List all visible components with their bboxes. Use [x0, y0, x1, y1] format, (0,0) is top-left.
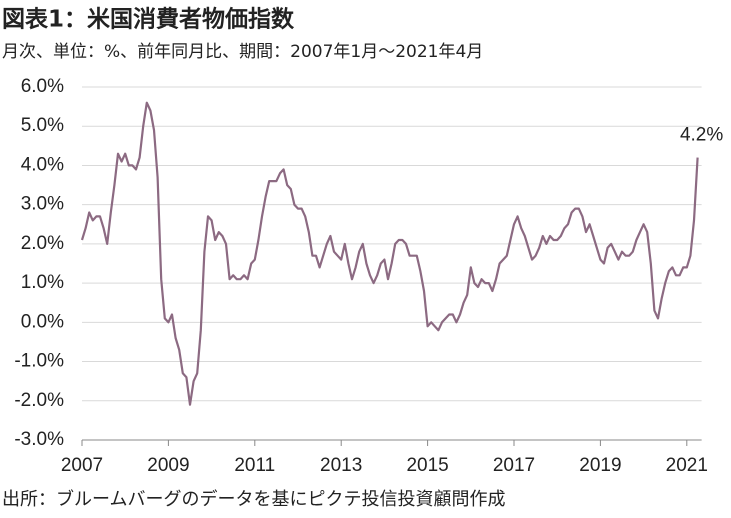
x-tick-label: 2007	[61, 455, 103, 476]
source-note: 出所：ブルームバーグのデータを基にピクテ投信投資顧問作成	[2, 488, 505, 510]
x-tick-label: 2019	[579, 455, 621, 476]
cpi-line	[80, 101, 699, 406]
x-tick-label: 2013	[320, 455, 362, 476]
y-tick-label: 4.0%	[21, 154, 64, 175]
x-tick-label: 2009	[147, 455, 189, 476]
x-tick-label: 2021	[666, 455, 708, 476]
y-tick-label: 0.0%	[21, 311, 64, 332]
chart-subtitle: 月次、単位：%、前年同月比、期間：2007年1月～2021年4月	[2, 42, 483, 62]
y-tick-label: -1.0%	[14, 351, 64, 372]
y-tick-label: 6.0%	[21, 76, 64, 97]
y-tick-label: 5.0%	[21, 115, 64, 136]
x-tick-label: 2017	[493, 455, 535, 476]
y-tick-label: 3.0%	[21, 194, 64, 215]
chart-title: 図表1：米国消費者物価指数	[2, 6, 295, 33]
x-tick-label: 2011	[234, 455, 275, 476]
y-tick-label: -2.0%	[14, 390, 64, 411]
y-tick-label: -3.0%	[14, 429, 64, 450]
y-tick-label: 1.0%	[21, 272, 64, 293]
y-tick-label: 2.0%	[21, 233, 64, 254]
annotation: 4.2%	[680, 125, 723, 146]
x-tick-label: 2015	[406, 455, 448, 476]
